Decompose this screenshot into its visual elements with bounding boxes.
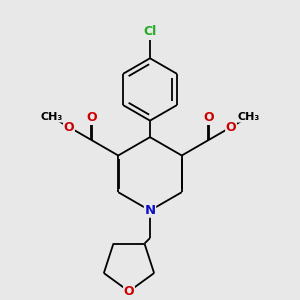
Text: Cl: Cl (143, 25, 157, 38)
Text: O: O (203, 111, 214, 124)
Text: O: O (64, 121, 74, 134)
Text: O: O (124, 285, 134, 298)
Text: N: N (144, 204, 156, 217)
Text: O: O (86, 111, 97, 124)
Text: CH₃: CH₃ (237, 112, 260, 122)
Text: CH₃: CH₃ (40, 112, 63, 122)
Text: O: O (226, 121, 236, 134)
